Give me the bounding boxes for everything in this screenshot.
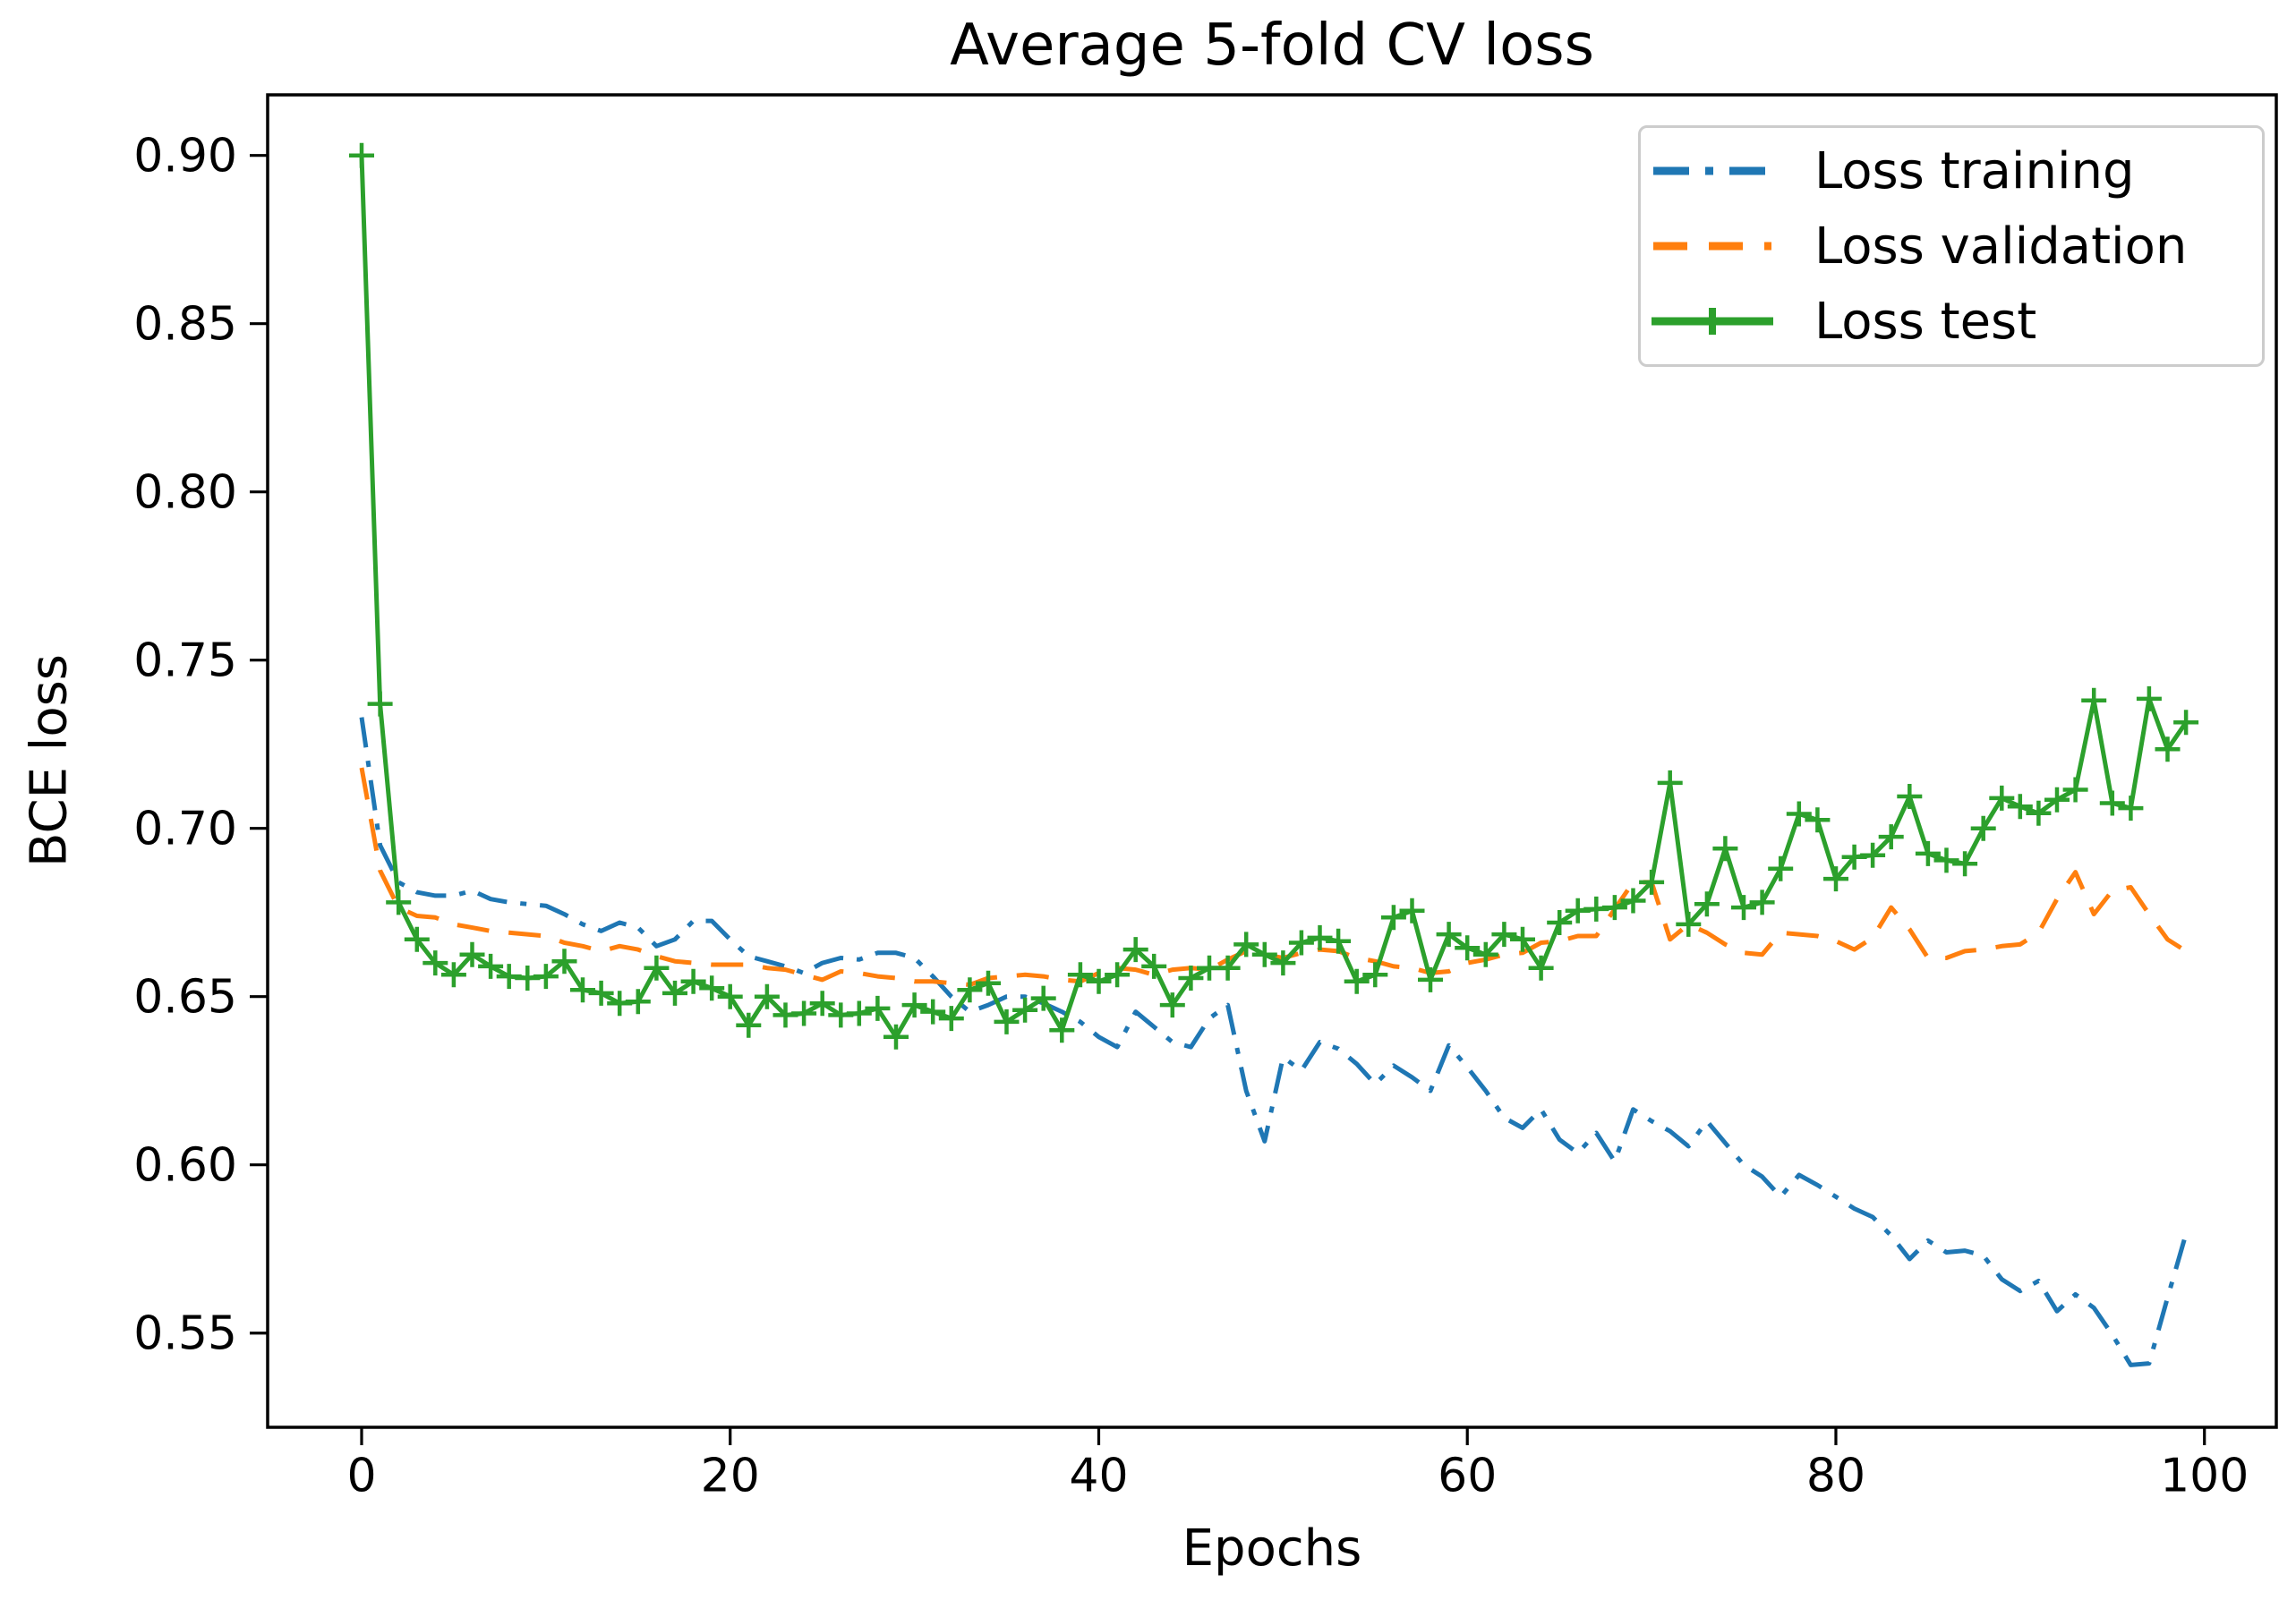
legend: Loss training Loss validation Loss test <box>1638 125 2265 367</box>
svg-text:0.65: 0.65 <box>133 971 237 1025</box>
svg-text:100: 100 <box>2160 1450 2249 1503</box>
svg-text:0.55: 0.55 <box>133 1307 237 1361</box>
legend-item-loss-validation: Loss validation <box>1650 217 2253 276</box>
legend-label: Loss test <box>1814 292 2037 351</box>
dashdot-line-icon <box>1653 166 1771 175</box>
solid-plus-line-icon <box>1652 308 1773 335</box>
legend-label: Loss validation <box>1814 217 2188 276</box>
svg-text:0.75: 0.75 <box>133 634 237 688</box>
svg-text:80: 80 <box>1806 1450 1865 1503</box>
svg-text:0: 0 <box>346 1450 376 1503</box>
x-axis-label: Epochs <box>1182 1519 1362 1578</box>
chart-title: Average 5-fold CV loss <box>950 13 1594 79</box>
y-axis-label: BCE loss <box>20 654 79 867</box>
dashed-line-icon <box>1653 242 1771 251</box>
svg-text:20: 20 <box>701 1450 760 1503</box>
svg-text:0.70: 0.70 <box>133 803 237 856</box>
legend-label: Loss training <box>1814 141 2135 200</box>
legend-item-loss-test: Loss test <box>1650 293 2253 351</box>
svg-text:40: 40 <box>1069 1450 1128 1503</box>
svg-text:60: 60 <box>1438 1450 1497 1503</box>
legend-item-loss-training: Loss training <box>1650 142 2253 200</box>
svg-text:0.85: 0.85 <box>133 298 237 352</box>
svg-text:0.90: 0.90 <box>133 130 237 183</box>
svg-text:0.80: 0.80 <box>133 466 237 520</box>
svg-text:0.60: 0.60 <box>133 1139 237 1193</box>
